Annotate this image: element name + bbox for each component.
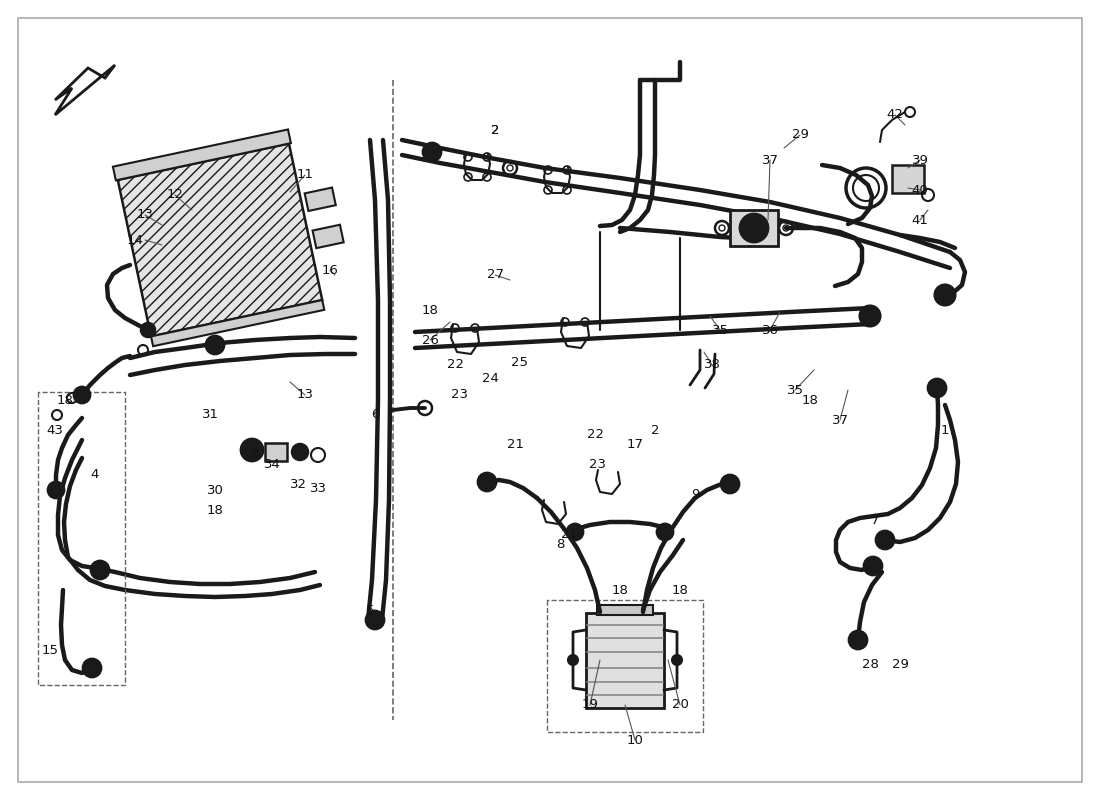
Bar — [892, 165, 924, 193]
Text: 18: 18 — [207, 503, 223, 517]
Text: 2: 2 — [491, 123, 499, 137]
Text: 4: 4 — [91, 469, 99, 482]
Circle shape — [206, 336, 224, 354]
Text: 21: 21 — [506, 438, 524, 451]
Text: 37: 37 — [761, 154, 779, 166]
Circle shape — [746, 220, 762, 236]
Circle shape — [82, 659, 101, 677]
Text: 9: 9 — [691, 489, 700, 502]
Text: 18: 18 — [802, 394, 818, 406]
Bar — [265, 443, 287, 461]
Circle shape — [91, 561, 109, 579]
Text: 15: 15 — [42, 643, 58, 657]
Circle shape — [864, 557, 882, 575]
Text: 27: 27 — [486, 269, 504, 282]
Text: 35: 35 — [786, 383, 803, 397]
Bar — [597, 605, 653, 615]
Circle shape — [935, 285, 955, 305]
Text: 20: 20 — [672, 698, 689, 711]
Text: 31: 31 — [201, 409, 219, 422]
Circle shape — [366, 611, 384, 629]
Circle shape — [424, 143, 441, 161]
Circle shape — [478, 473, 496, 491]
Text: 42: 42 — [887, 109, 903, 122]
Text: 10: 10 — [627, 734, 644, 746]
Text: 39: 39 — [912, 154, 928, 166]
Circle shape — [657, 524, 673, 540]
Bar — [586, 613, 664, 708]
Text: 25: 25 — [512, 355, 528, 369]
Text: 35: 35 — [712, 323, 728, 337]
Circle shape — [74, 387, 90, 403]
Text: 5: 5 — [365, 603, 374, 617]
Text: 32: 32 — [289, 478, 307, 491]
Circle shape — [849, 631, 867, 649]
Circle shape — [241, 439, 263, 461]
Bar — [151, 300, 324, 346]
Circle shape — [292, 444, 308, 460]
Text: 18: 18 — [672, 583, 689, 597]
Circle shape — [672, 655, 682, 665]
Text: 41: 41 — [912, 214, 928, 226]
Circle shape — [876, 531, 894, 549]
Text: 17: 17 — [627, 438, 644, 451]
Text: 29: 29 — [792, 129, 808, 142]
Text: 29: 29 — [892, 658, 909, 671]
Bar — [730, 210, 778, 246]
Text: 36: 36 — [761, 323, 779, 337]
Text: 26: 26 — [421, 334, 439, 346]
Text: 14: 14 — [126, 234, 143, 246]
Text: 43: 43 — [46, 423, 64, 437]
Text: 8: 8 — [556, 538, 564, 551]
Text: 24: 24 — [482, 371, 498, 385]
Text: 34: 34 — [264, 458, 280, 471]
Text: 18: 18 — [421, 303, 439, 317]
Circle shape — [568, 655, 578, 665]
Text: 6: 6 — [371, 409, 380, 422]
Text: 30: 30 — [207, 483, 223, 497]
Text: 12: 12 — [166, 189, 184, 202]
Text: 21: 21 — [561, 529, 579, 542]
Bar — [312, 225, 343, 248]
Circle shape — [928, 379, 946, 397]
Text: 1: 1 — [940, 423, 949, 437]
Text: 2: 2 — [651, 423, 659, 437]
Text: 3: 3 — [251, 449, 260, 462]
Bar — [118, 143, 322, 337]
Circle shape — [48, 482, 64, 498]
Circle shape — [740, 214, 768, 242]
Text: 22: 22 — [447, 358, 463, 371]
Text: 22: 22 — [586, 429, 604, 442]
Bar — [305, 187, 336, 211]
Circle shape — [720, 475, 739, 493]
Text: 7: 7 — [871, 514, 879, 526]
Text: 18: 18 — [612, 583, 628, 597]
Circle shape — [860, 306, 880, 326]
Circle shape — [566, 524, 583, 540]
Text: 11: 11 — [297, 169, 313, 182]
Text: 38: 38 — [704, 358, 720, 371]
Text: 13: 13 — [136, 209, 154, 222]
Text: 37: 37 — [832, 414, 848, 426]
Text: 28: 28 — [861, 658, 879, 671]
Bar — [113, 130, 290, 180]
Circle shape — [141, 323, 155, 337]
Polygon shape — [55, 65, 116, 115]
Text: 40: 40 — [912, 183, 928, 197]
Text: 23: 23 — [451, 389, 469, 402]
Text: 2: 2 — [491, 123, 499, 137]
Text: 23: 23 — [590, 458, 606, 471]
Text: 33: 33 — [309, 482, 327, 494]
Text: 18: 18 — [56, 394, 74, 406]
Text: 16: 16 — [321, 263, 339, 277]
Text: 19: 19 — [582, 698, 598, 711]
Text: 13: 13 — [297, 389, 313, 402]
